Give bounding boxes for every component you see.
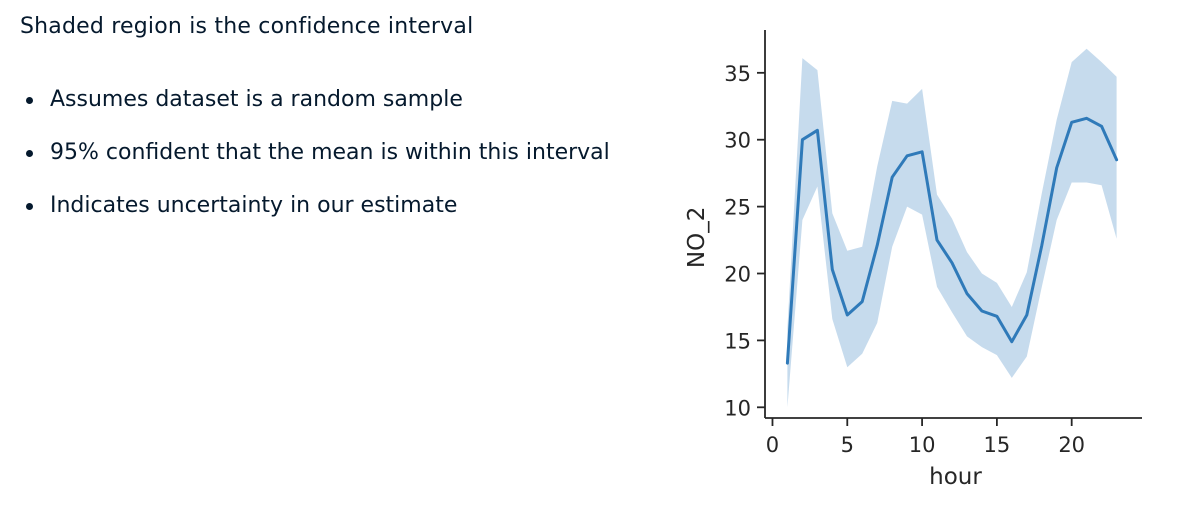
- bullet-item: Indicates uncertainty in our estimate: [22, 186, 622, 226]
- bullet-icon: [26, 97, 33, 104]
- mean-line: [785, 116, 1119, 365]
- confidence-band: [787, 48, 1117, 408]
- bullet-text: Indicates uncertainty in our estimate: [50, 193, 458, 218]
- x-tick-label: 10: [909, 433, 936, 457]
- x-tick-label: 20: [1058, 433, 1085, 457]
- x-tick-label: 15: [984, 433, 1011, 457]
- x-axis-label: hour: [929, 464, 982, 490]
- y-tick-label: 10: [724, 396, 751, 420]
- y-tick-label: 25: [724, 196, 751, 220]
- y-axis-label: NO_2: [684, 207, 710, 268]
- y-tick-label: 30: [724, 129, 751, 153]
- y-tick-label: 15: [724, 329, 751, 353]
- y-tick-label: 20: [724, 263, 751, 287]
- no2-by-hour-chart: 10 15 20 25 30 35 0 5 10 15 20 hour NO_2: [684, 30, 1142, 490]
- bullet-text: Assumes dataset is a random sample: [50, 87, 463, 112]
- bullet-item: Assumes dataset is a random sample: [22, 80, 622, 120]
- x-tick-label: 0: [766, 433, 779, 457]
- bullet-text: 95% confident that the mean is within th…: [50, 140, 610, 165]
- bullet-list: Assumes dataset is a random sample 95% c…: [22, 80, 622, 239]
- x-tick-label: 5: [841, 433, 854, 457]
- bullet-item: 95% confident that the mean is within th…: [22, 133, 622, 173]
- y-tick-label: 35: [724, 62, 751, 86]
- bullet-icon: [26, 203, 33, 210]
- bullet-icon: [26, 150, 33, 157]
- slide-heading: Shaded region is the confidence interval: [20, 14, 474, 39]
